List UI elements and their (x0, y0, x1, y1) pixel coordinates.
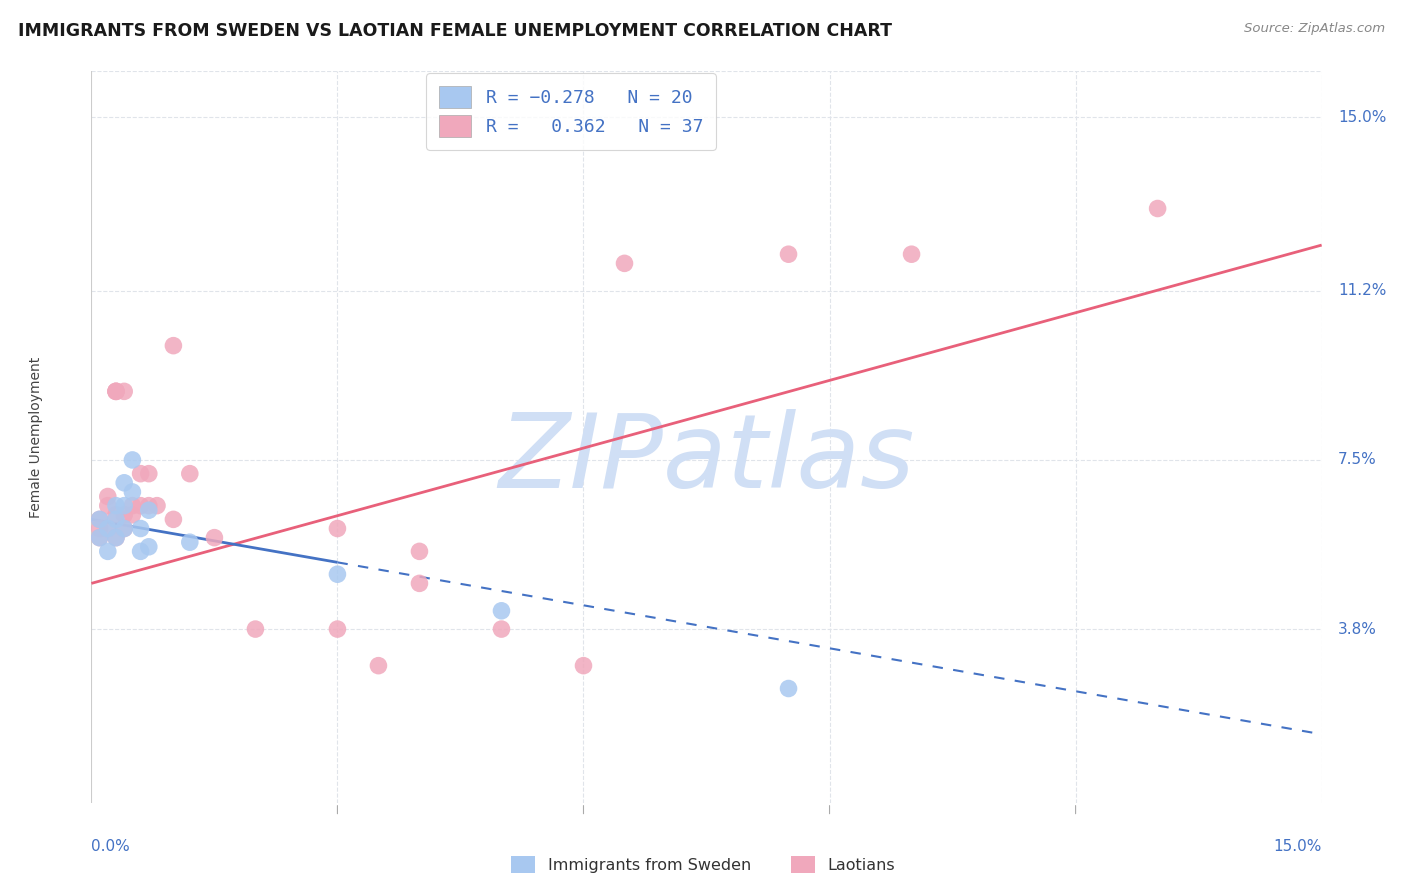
Point (138, 540, 160, 554)
Point (105, 384, 127, 399)
Point (162, 338, 184, 352)
Point (89, 512, 111, 526)
Text: Female Unemployment: Female Unemployment (30, 357, 44, 517)
Point (778, 681, 800, 696)
Point (129, 521, 152, 535)
Point (326, 622, 349, 636)
Point (900, 247, 922, 261)
Point (202, 531, 225, 545)
Point (1146, 202, 1168, 216)
Text: 3.8%: 3.8% (1339, 622, 1376, 637)
Legend: Immigrants from Sweden, Laotians: Immigrants from Sweden, Laotians (505, 849, 901, 880)
Point (326, 521, 349, 535)
Point (138, 503, 160, 517)
Point (89, 521, 111, 535)
Text: Source: ZipAtlas.com: Source: ZipAtlas.com (1244, 22, 1385, 36)
Point (112, 475, 135, 490)
Point (97, 521, 120, 535)
Point (129, 499, 152, 513)
Point (121, 508, 143, 522)
Text: 15.0%: 15.0% (1339, 110, 1386, 125)
Text: IMMIGRANTS FROM SWEDEN VS LAOTIAN FEMALE UNEMPLOYMENT CORRELATION CHART: IMMIGRANTS FROM SWEDEN VS LAOTIAN FEMALE… (18, 22, 893, 40)
Point (491, 622, 513, 636)
Point (245, 622, 267, 636)
Point (129, 544, 152, 558)
Point (105, 384, 127, 399)
Point (491, 604, 513, 618)
Point (129, 467, 152, 481)
Point (138, 499, 160, 513)
Point (97, 490, 120, 504)
Point (367, 658, 389, 673)
Point (89, 531, 111, 545)
Point (326, 567, 349, 582)
Point (121, 453, 143, 467)
Point (121, 485, 143, 500)
Point (89, 512, 111, 526)
Point (408, 544, 430, 558)
Point (112, 499, 135, 513)
Point (146, 499, 169, 513)
Point (97, 499, 120, 513)
Point (105, 531, 127, 545)
Point (105, 512, 127, 526)
Point (105, 384, 127, 399)
Point (97, 544, 120, 558)
Point (778, 247, 800, 261)
Point (138, 467, 160, 481)
Point (105, 508, 127, 522)
Point (408, 576, 430, 591)
Point (121, 499, 143, 513)
Point (112, 384, 135, 399)
Point (112, 508, 135, 522)
Point (112, 521, 135, 535)
Text: ZIPatlas: ZIPatlas (498, 409, 915, 509)
Point (613, 256, 636, 270)
Point (97, 521, 120, 535)
Text: 11.2%: 11.2% (1339, 284, 1386, 298)
Text: 0.0%: 0.0% (91, 839, 131, 855)
Text: 15.0%: 15.0% (1274, 839, 1322, 855)
Point (112, 521, 135, 535)
Point (105, 531, 127, 545)
Legend: R = −0.278   N = 20, R =   0.362   N = 37: R = −0.278 N = 20, R = 0.362 N = 37 (426, 73, 716, 150)
Point (89, 531, 111, 545)
Point (179, 467, 201, 481)
Text: 7.5%: 7.5% (1339, 452, 1376, 467)
Point (162, 512, 184, 526)
Point (179, 535, 201, 549)
Point (572, 658, 595, 673)
Point (105, 499, 127, 513)
